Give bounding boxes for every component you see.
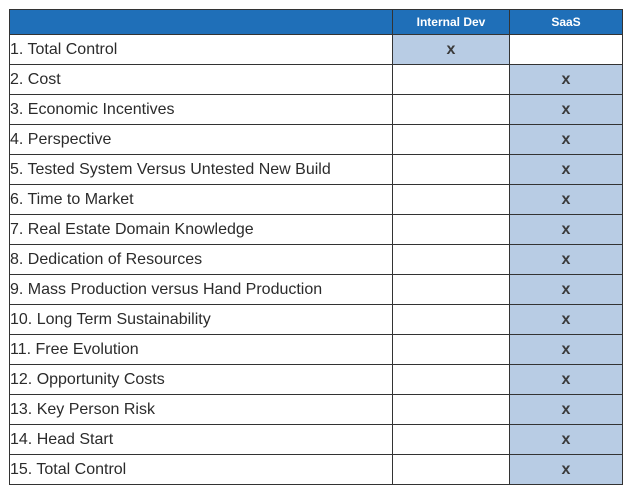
row-label: 11. Free Evolution (9, 334, 393, 365)
saas-cell (509, 34, 623, 65)
table-row: 6. Time to Market x (9, 184, 623, 215)
internal-dev-cell (392, 124, 510, 155)
table-row: 11. Free Evolution x (9, 334, 623, 365)
table-row: 14. Head Start x (9, 424, 623, 455)
header-saas: SaaS (509, 9, 623, 35)
row-label: 2. Cost (9, 64, 393, 95)
saas-cell: x (509, 154, 623, 185)
table-row: 13. Key Person Risk x (9, 394, 623, 425)
saas-cell: x (509, 394, 623, 425)
row-label: 12. Opportunity Costs (9, 364, 393, 395)
saas-cell: x (509, 334, 623, 365)
table-header-row: Internal Dev SaaS (9, 9, 623, 35)
internal-dev-cell (392, 274, 510, 305)
internal-dev-cell (392, 94, 510, 125)
row-label: 15. Total Control (9, 454, 393, 485)
internal-dev-cell (392, 304, 510, 335)
saas-cell: x (509, 304, 623, 335)
header-internal-dev: Internal Dev (392, 9, 510, 35)
internal-dev-cell (392, 394, 510, 425)
table-row: 15. Total Control x (9, 454, 623, 485)
row-label: 14. Head Start (9, 424, 393, 455)
internal-dev-cell: x (392, 34, 510, 65)
comparison-table-container: Internal Dev SaaS 1. Total Control x 2. Co… (9, 9, 623, 485)
saas-cell: x (509, 454, 623, 485)
row-label: 6. Time to Market (9, 184, 393, 215)
comparison-table: Internal Dev SaaS 1. Total Control x 2. Co… (9, 9, 623, 485)
table-row: 9. Mass Production versus Hand Productio… (9, 274, 623, 305)
table-row: 3. Economic Incentives x (9, 94, 623, 125)
row-label: 7. Real Estate Domain Knowledge (9, 214, 393, 245)
table-row: 1. Total Control x (9, 34, 623, 65)
saas-cell: x (509, 214, 623, 245)
saas-cell: x (509, 94, 623, 125)
table-row: 7. Real Estate Domain Knowledge x (9, 214, 623, 245)
saas-cell: x (509, 364, 623, 395)
saas-cell: x (509, 64, 623, 95)
internal-dev-cell (392, 424, 510, 455)
row-label: 4. Perspective (9, 124, 393, 155)
internal-dev-cell (392, 244, 510, 275)
table-row: 4. Perspective x (9, 124, 623, 155)
internal-dev-cell (392, 184, 510, 215)
table-row: 12. Opportunity Costs x (9, 364, 623, 395)
row-label: 8. Dedication of Resources (9, 244, 393, 275)
internal-dev-cell (392, 64, 510, 95)
saas-cell: x (509, 184, 623, 215)
internal-dev-cell (392, 214, 510, 245)
saas-cell: x (509, 424, 623, 455)
row-label: 3. Economic Incentives (9, 94, 393, 125)
table-row: 5. Tested System Versus Untested New Bui… (9, 154, 623, 185)
saas-cell: x (509, 244, 623, 275)
saas-cell: x (509, 124, 623, 155)
row-label: 13. Key Person Risk (9, 394, 393, 425)
internal-dev-cell (392, 154, 510, 185)
internal-dev-cell (392, 364, 510, 395)
row-label: 9. Mass Production versus Hand Productio… (9, 274, 393, 305)
table-body: 1. Total Control x 2. Cost x 3. Economic Inc… (9, 34, 623, 485)
saas-cell: x (509, 274, 623, 305)
table-row: 10. Long Term Sustainability x (9, 304, 623, 335)
row-label: 10. Long Term Sustainability (9, 304, 393, 335)
table-row: 2. Cost x (9, 64, 623, 95)
internal-dev-cell (392, 454, 510, 485)
header-feature (9, 9, 393, 35)
table-row: 8. Dedication of Resources x (9, 244, 623, 275)
internal-dev-cell (392, 334, 510, 365)
row-label: 1. Total Control (9, 34, 393, 65)
row-label: 5. Tested System Versus Untested New Bui… (9, 154, 393, 185)
